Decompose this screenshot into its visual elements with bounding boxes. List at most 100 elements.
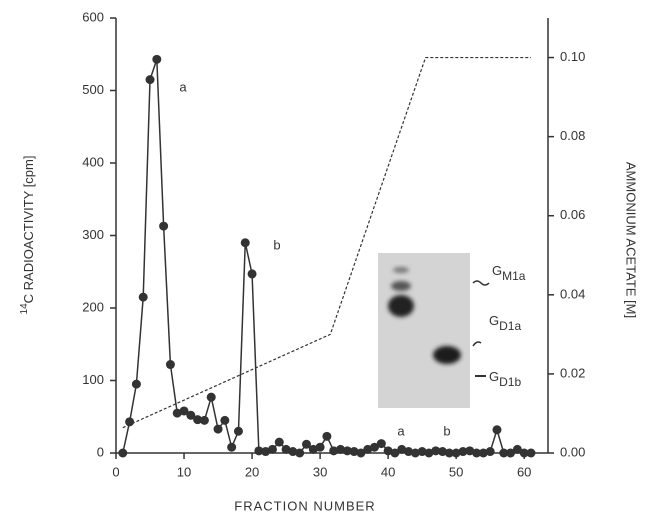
y-tick-label: 100 xyxy=(82,372,104,387)
data-point xyxy=(267,444,277,454)
data-point xyxy=(172,408,182,418)
data-point xyxy=(254,446,264,456)
data-point xyxy=(363,444,373,454)
data-point xyxy=(125,417,135,427)
data-point xyxy=(438,447,448,457)
data-point xyxy=(145,75,155,85)
y-tick-label: 300 xyxy=(82,227,104,242)
y-tick-label: 400 xyxy=(82,154,104,169)
data-point xyxy=(472,448,482,458)
data-point xyxy=(308,444,318,454)
data-point xyxy=(410,448,420,458)
data-point xyxy=(478,448,488,458)
y2-tick-label: 0.02 xyxy=(560,365,585,380)
gel-inset xyxy=(378,253,490,408)
band-label: GD1a xyxy=(489,313,521,333)
data-point xyxy=(390,448,400,458)
band-marker xyxy=(472,341,482,347)
y-axis-title-text: C RADIOACTIVITY [cpm] xyxy=(21,156,36,304)
x-tick-label: 60 xyxy=(517,464,531,479)
data-point xyxy=(159,221,169,231)
data-point xyxy=(227,442,237,452)
data-point xyxy=(274,437,284,447)
gel-band xyxy=(433,346,461,364)
x-tick-label: 40 xyxy=(381,464,395,479)
data-point xyxy=(240,238,250,248)
y2-tick-label: 0.00 xyxy=(560,444,585,459)
data-point xyxy=(404,447,414,457)
y-tick-label: 500 xyxy=(82,82,104,97)
data-point xyxy=(444,448,454,458)
peak-label: a xyxy=(179,79,187,94)
data-point xyxy=(315,442,325,452)
y2-axis-title: AMMONIUM ACETATE [M] xyxy=(624,162,639,318)
lane-label: a xyxy=(397,423,405,438)
data-point xyxy=(301,439,311,449)
y-axis-title-sup: 14 xyxy=(19,303,30,315)
data-point xyxy=(485,447,495,457)
gel-band xyxy=(391,281,411,291)
x-axis-title: FRACTION NUMBER xyxy=(234,498,375,513)
data-point xyxy=(322,431,332,441)
data-point xyxy=(186,410,196,420)
gel-band xyxy=(388,295,414,317)
y2-tick-label: 0.10 xyxy=(560,49,585,64)
band-label-sub: M1a xyxy=(502,269,526,283)
data-point xyxy=(193,415,203,425)
data-point xyxy=(213,424,223,434)
data-point xyxy=(526,448,536,458)
data-point xyxy=(220,415,230,425)
data-point xyxy=(356,448,366,458)
band-label: GD1b xyxy=(489,369,521,389)
data-point xyxy=(519,448,529,458)
lane-label: b xyxy=(443,423,450,438)
x-tick-label: 20 xyxy=(245,464,259,479)
data-point xyxy=(431,446,441,456)
data-point xyxy=(247,269,257,279)
data-point xyxy=(179,406,189,416)
data-point xyxy=(512,444,522,454)
data-point xyxy=(506,448,516,458)
y2-tick-label: 0.08 xyxy=(560,128,585,143)
data-point xyxy=(206,392,216,402)
data-point xyxy=(465,446,475,456)
data-point xyxy=(451,448,461,458)
data-point xyxy=(499,448,509,458)
data-point xyxy=(370,442,380,452)
data-point xyxy=(233,426,243,436)
data-point xyxy=(199,415,209,425)
data-point xyxy=(288,447,298,457)
band-label-name: G xyxy=(492,263,502,278)
x-tick-label: 10 xyxy=(177,464,191,479)
y-tick-label: 0 xyxy=(97,444,104,459)
x-tick-label: 0 xyxy=(112,464,119,479)
band-label-name: G xyxy=(489,369,499,384)
data-point xyxy=(342,446,352,456)
band-marker xyxy=(472,280,490,286)
data-point xyxy=(492,425,502,435)
data-point xyxy=(458,447,468,457)
data-point xyxy=(336,444,346,454)
data-point xyxy=(383,446,393,456)
band-label-sub: D1a xyxy=(499,319,521,333)
y2-tick-label: 0.06 xyxy=(560,207,585,222)
peak-label: b xyxy=(273,237,280,252)
gel-background xyxy=(378,253,470,408)
data-point xyxy=(417,447,427,457)
data-point xyxy=(152,54,162,64)
data-point xyxy=(118,448,128,458)
data-point xyxy=(281,444,291,454)
gel-band xyxy=(393,267,409,273)
data-point xyxy=(131,379,141,389)
gradient-line xyxy=(122,56,531,429)
y-axis-title: 14C RADIOACTIVITY [cpm] xyxy=(19,156,37,315)
data-point xyxy=(329,446,339,456)
y-tick-label: 600 xyxy=(82,9,104,24)
x-tick-label: 50 xyxy=(449,464,463,479)
band-label: GM1a xyxy=(492,263,526,283)
data-point xyxy=(424,448,434,458)
data-point xyxy=(349,447,359,457)
data-point xyxy=(261,447,271,457)
data-point xyxy=(295,448,305,458)
